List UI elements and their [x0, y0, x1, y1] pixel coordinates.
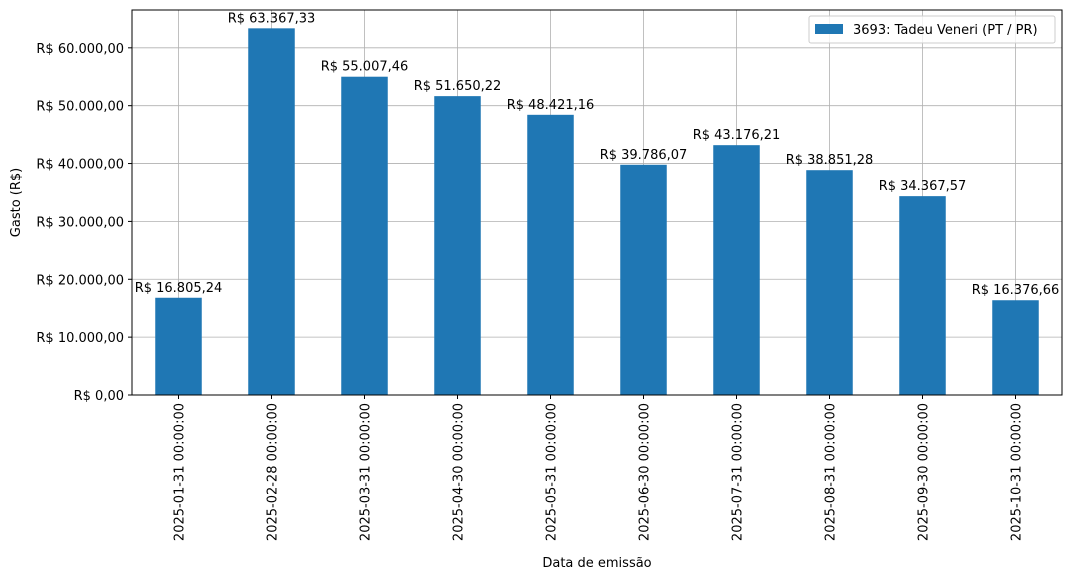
bar-2 [341, 76, 388, 395]
bar-value-label-2: R$ 55.007,46 [321, 60, 409, 75]
x-axis: 2025-01-31 00:00:00 2025-02-28 00:00:00 20… [173, 395, 1025, 541]
y-tick-label-4: R$ 40.000,00 [36, 158, 124, 173]
bar-value-label-8: R$ 34.367,57 [879, 179, 967, 194]
bars [155, 28, 1039, 395]
bar-7 [806, 170, 853, 395]
x-tick-label-2: 2025-03-31 00:00:00 [359, 403, 374, 541]
y-axis-title: Gasto (R$) [9, 168, 24, 237]
bar-value-label-1: R$ 63.367,33 [228, 11, 316, 26]
y-tick-label-1: R$ 10.000,00 [36, 331, 124, 346]
y-axis: R$ 0,00 R$ 10.000,00 R$ 20.000,00 R$ 30.000… [36, 42, 132, 404]
x-axis-title: Data de emissão [542, 556, 651, 571]
bar-value-label-4: R$ 48.421,16 [507, 98, 595, 113]
legend-swatch [815, 24, 843, 34]
legend-frame [808, 15, 1056, 44]
bar-value-label-5: R$ 39.786,07 [600, 148, 688, 163]
y-tick-label-5: R$ 50.000,00 [36, 100, 124, 115]
x-tick-label-3: 2025-04-30 00:00:00 [452, 403, 467, 541]
x-tick-label-1: 2025-02-28 00:00:00 [266, 403, 281, 541]
bar-1 [248, 28, 295, 395]
x-tick-label-0: 2025-01-31 00:00:00 [173, 403, 188, 541]
bar-0 [155, 297, 202, 395]
legend-label: 3693: Tadeu Veneri (PT / PR) [853, 23, 1038, 38]
legend: 3693: Tadeu Veneri (PT / PR) [808, 15, 1056, 44]
bar-labels: R$ 16.805,24 R$ 63.367,33 R$ 55.007,46 R$ 5… [135, 11, 1060, 298]
x-tick-label-5: 2025-06-30 00:00:00 [638, 403, 653, 541]
bar-value-label-7: R$ 38.851,28 [786, 153, 874, 168]
bar-5 [620, 164, 667, 395]
bar-3 [434, 96, 481, 395]
bar-value-label-3: R$ 51.650,22 [414, 79, 502, 94]
bar-9 [992, 300, 1039, 395]
x-tick-label-9: 2025-10-31 00:00:00 [1010, 403, 1025, 541]
bar-value-label-0: R$ 16.805,24 [135, 281, 223, 296]
x-tick-label-8: 2025-09-30 00:00:00 [917, 403, 932, 541]
x-tick-label-7: 2025-08-31 00:00:00 [824, 403, 839, 541]
y-tick-label-6: R$ 60.000,00 [36, 42, 124, 57]
bar-value-label-6: R$ 43.176,21 [693, 128, 781, 143]
bar-6 [713, 145, 760, 395]
x-tick-label-4: 2025-05-31 00:00:00 [545, 403, 560, 541]
x-tick-label-6: 2025-07-31 00:00:00 [731, 403, 746, 541]
bar-4 [527, 114, 574, 395]
plot-area-frame [131, 9, 1063, 396]
bar-value-label-9: R$ 16.376,66 [972, 283, 1060, 298]
y-tick-label-2: R$ 20.000,00 [36, 273, 124, 288]
bar-8 [899, 196, 946, 395]
y-tick-label-0: R$ 0,00 [74, 389, 124, 404]
y-tick-label-3: R$ 30.000,00 [36, 215, 124, 230]
